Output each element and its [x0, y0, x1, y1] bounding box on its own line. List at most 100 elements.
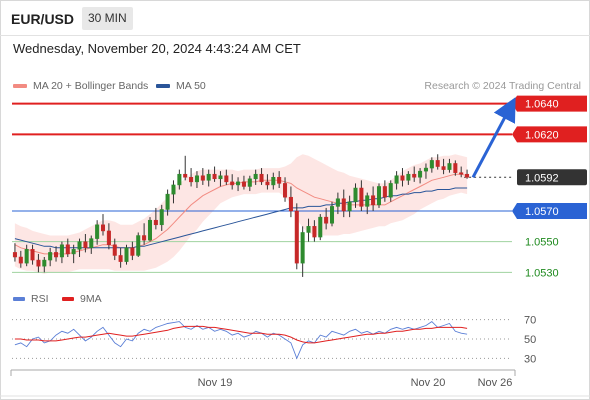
candle-body [112, 244, 117, 256]
candle [300, 226, 305, 277]
candle-body [294, 210, 299, 264]
candle [77, 238, 82, 257]
candle-body [265, 181, 270, 186]
candle [324, 207, 329, 230]
candle [353, 183, 358, 208]
x-tick-label: Nov 19 [198, 377, 233, 389]
candle-body [77, 241, 82, 250]
candle [124, 244, 129, 265]
candle [406, 171, 411, 185]
candle-body [365, 195, 370, 207]
candle-body [259, 173, 264, 183]
candle-body [36, 259, 41, 267]
candle [130, 241, 135, 261]
candle [71, 244, 76, 264]
pivot-box [512, 203, 587, 219]
candle-body [130, 247, 135, 256]
candle [394, 171, 399, 190]
candle [159, 204, 164, 231]
candle [359, 180, 364, 211]
candle-body [441, 166, 446, 170]
candle [441, 158, 446, 175]
candle [253, 169, 258, 185]
candle [318, 214, 323, 241]
candle [453, 160, 458, 176]
candle [271, 172, 276, 190]
resistance-box [512, 95, 587, 112]
support-label-1-0550: 1.0550 [525, 237, 559, 249]
candle [153, 207, 158, 230]
candle [171, 180, 176, 204]
candle-body [212, 173, 217, 180]
candle [177, 169, 182, 190]
candle-body [247, 178, 252, 187]
candle-body [124, 247, 129, 262]
candle [189, 168, 194, 187]
rsi-ma-swatch [62, 297, 74, 301]
candle-body [324, 216, 329, 224]
candle [147, 217, 152, 242]
candle [277, 171, 282, 188]
current-price-box [517, 169, 587, 186]
rsi-tick-30: 30 [524, 353, 536, 365]
candle [24, 244, 29, 267]
candle-body [71, 249, 76, 255]
candle [42, 257, 47, 273]
candle [54, 246, 59, 262]
candle-body [200, 175, 205, 181]
candle [341, 189, 346, 218]
candle-body [95, 224, 100, 239]
candle [347, 195, 352, 218]
candle-body [306, 226, 311, 233]
candle [412, 166, 417, 182]
candle-body [283, 183, 288, 198]
candle-body [83, 241, 88, 249]
candle-body [42, 259, 47, 267]
candle-body [171, 184, 176, 195]
candle [118, 247, 123, 268]
candle-body [241, 181, 246, 187]
timeframe-button[interactable]: 30 MIN [82, 7, 133, 30]
candle [200, 168, 205, 185]
candle-body [18, 256, 23, 264]
candle-body [371, 195, 376, 206]
candle [283, 177, 288, 202]
candle [288, 186, 293, 218]
candle-body [59, 244, 64, 258]
candle-body [218, 175, 223, 180]
candle-body [347, 201, 352, 212]
pivot-tag-1-0570: 1.0570 [512, 203, 587, 219]
candle [306, 218, 311, 242]
candle [65, 238, 70, 257]
candle [36, 253, 41, 273]
symbol-label: EUR/USD [11, 11, 75, 27]
candle-body [288, 196, 293, 212]
ma20-legend-label: MA 20 + Bollinger Bands [33, 80, 149, 92]
candle-body [65, 244, 70, 255]
candle-body [388, 183, 393, 198]
current-price-tag: 1.0592 [517, 169, 587, 186]
candle-body [142, 235, 147, 241]
candle-body [89, 238, 94, 249]
candle [30, 244, 35, 265]
candle-body [12, 252, 17, 258]
candle-body [177, 173, 182, 186]
rsi-ma-legend-label: 9MA [80, 293, 102, 305]
candle-body [447, 163, 452, 170]
candle [435, 154, 440, 170]
candle-body [159, 209, 164, 226]
candle-body [194, 175, 199, 183]
resistance-label-1-0620: 1.0620 [525, 129, 559, 141]
rsi-tick-50: 50 [524, 334, 536, 346]
candle-body [48, 252, 53, 261]
rsi-ma-line [14, 325, 468, 344]
candle-body [312, 226, 317, 238]
candle [165, 189, 170, 216]
candle-body [300, 232, 305, 264]
candle-body [318, 216, 323, 238]
candle [212, 166, 217, 182]
legend-ma50: MA 50 [156, 80, 206, 92]
ma50-legend-label: MA 50 [176, 80, 206, 92]
candle-body [118, 255, 123, 262]
